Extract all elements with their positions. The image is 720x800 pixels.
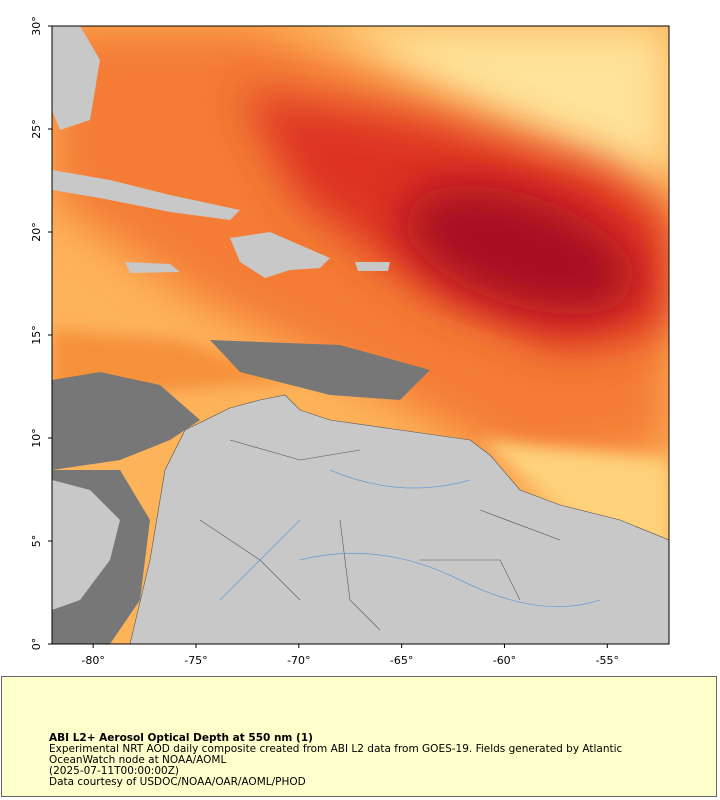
x-tick-label: -65°: [390, 654, 413, 667]
caption-line: Experimental NRT AOD daily composite cre…: [49, 743, 623, 766]
y-tick-label: 10°: [30, 428, 43, 448]
y-tick-label: 20°: [30, 222, 43, 242]
y-tick-label: 15°: [30, 325, 43, 345]
aod-field: [52, 26, 669, 644]
caption-panel: ABI L2+ Aerosol Optical Depth at 550 nm …: [1, 676, 717, 797]
x-tick-label: -75°: [184, 654, 207, 667]
y-tick-label: 0°: [30, 638, 43, 651]
y-tick-label: 5°: [30, 535, 43, 548]
x-tick-label: -60°: [493, 654, 516, 667]
caption-title: ABI L2+ Aerosol Optical Depth at 550 nm …: [49, 732, 313, 744]
y-tick-label: 30°: [30, 16, 43, 36]
x-tick-label: -55°: [596, 654, 619, 667]
x-tick-label: -70°: [287, 654, 310, 667]
caption-line: Data courtesy of USDOC/NOAA/OAR/AOML/PHO…: [49, 776, 306, 788]
y-tick-label: 25°: [30, 119, 43, 139]
x-tick-label: -80°: [81, 654, 104, 667]
caption-line: (2025-07-11T00:00:00Z): [49, 765, 179, 777]
axes: -80° -75° -70° -65° -60° -55° 0° 5° 10° 15° 20° 25°…: [30, 16, 619, 667]
